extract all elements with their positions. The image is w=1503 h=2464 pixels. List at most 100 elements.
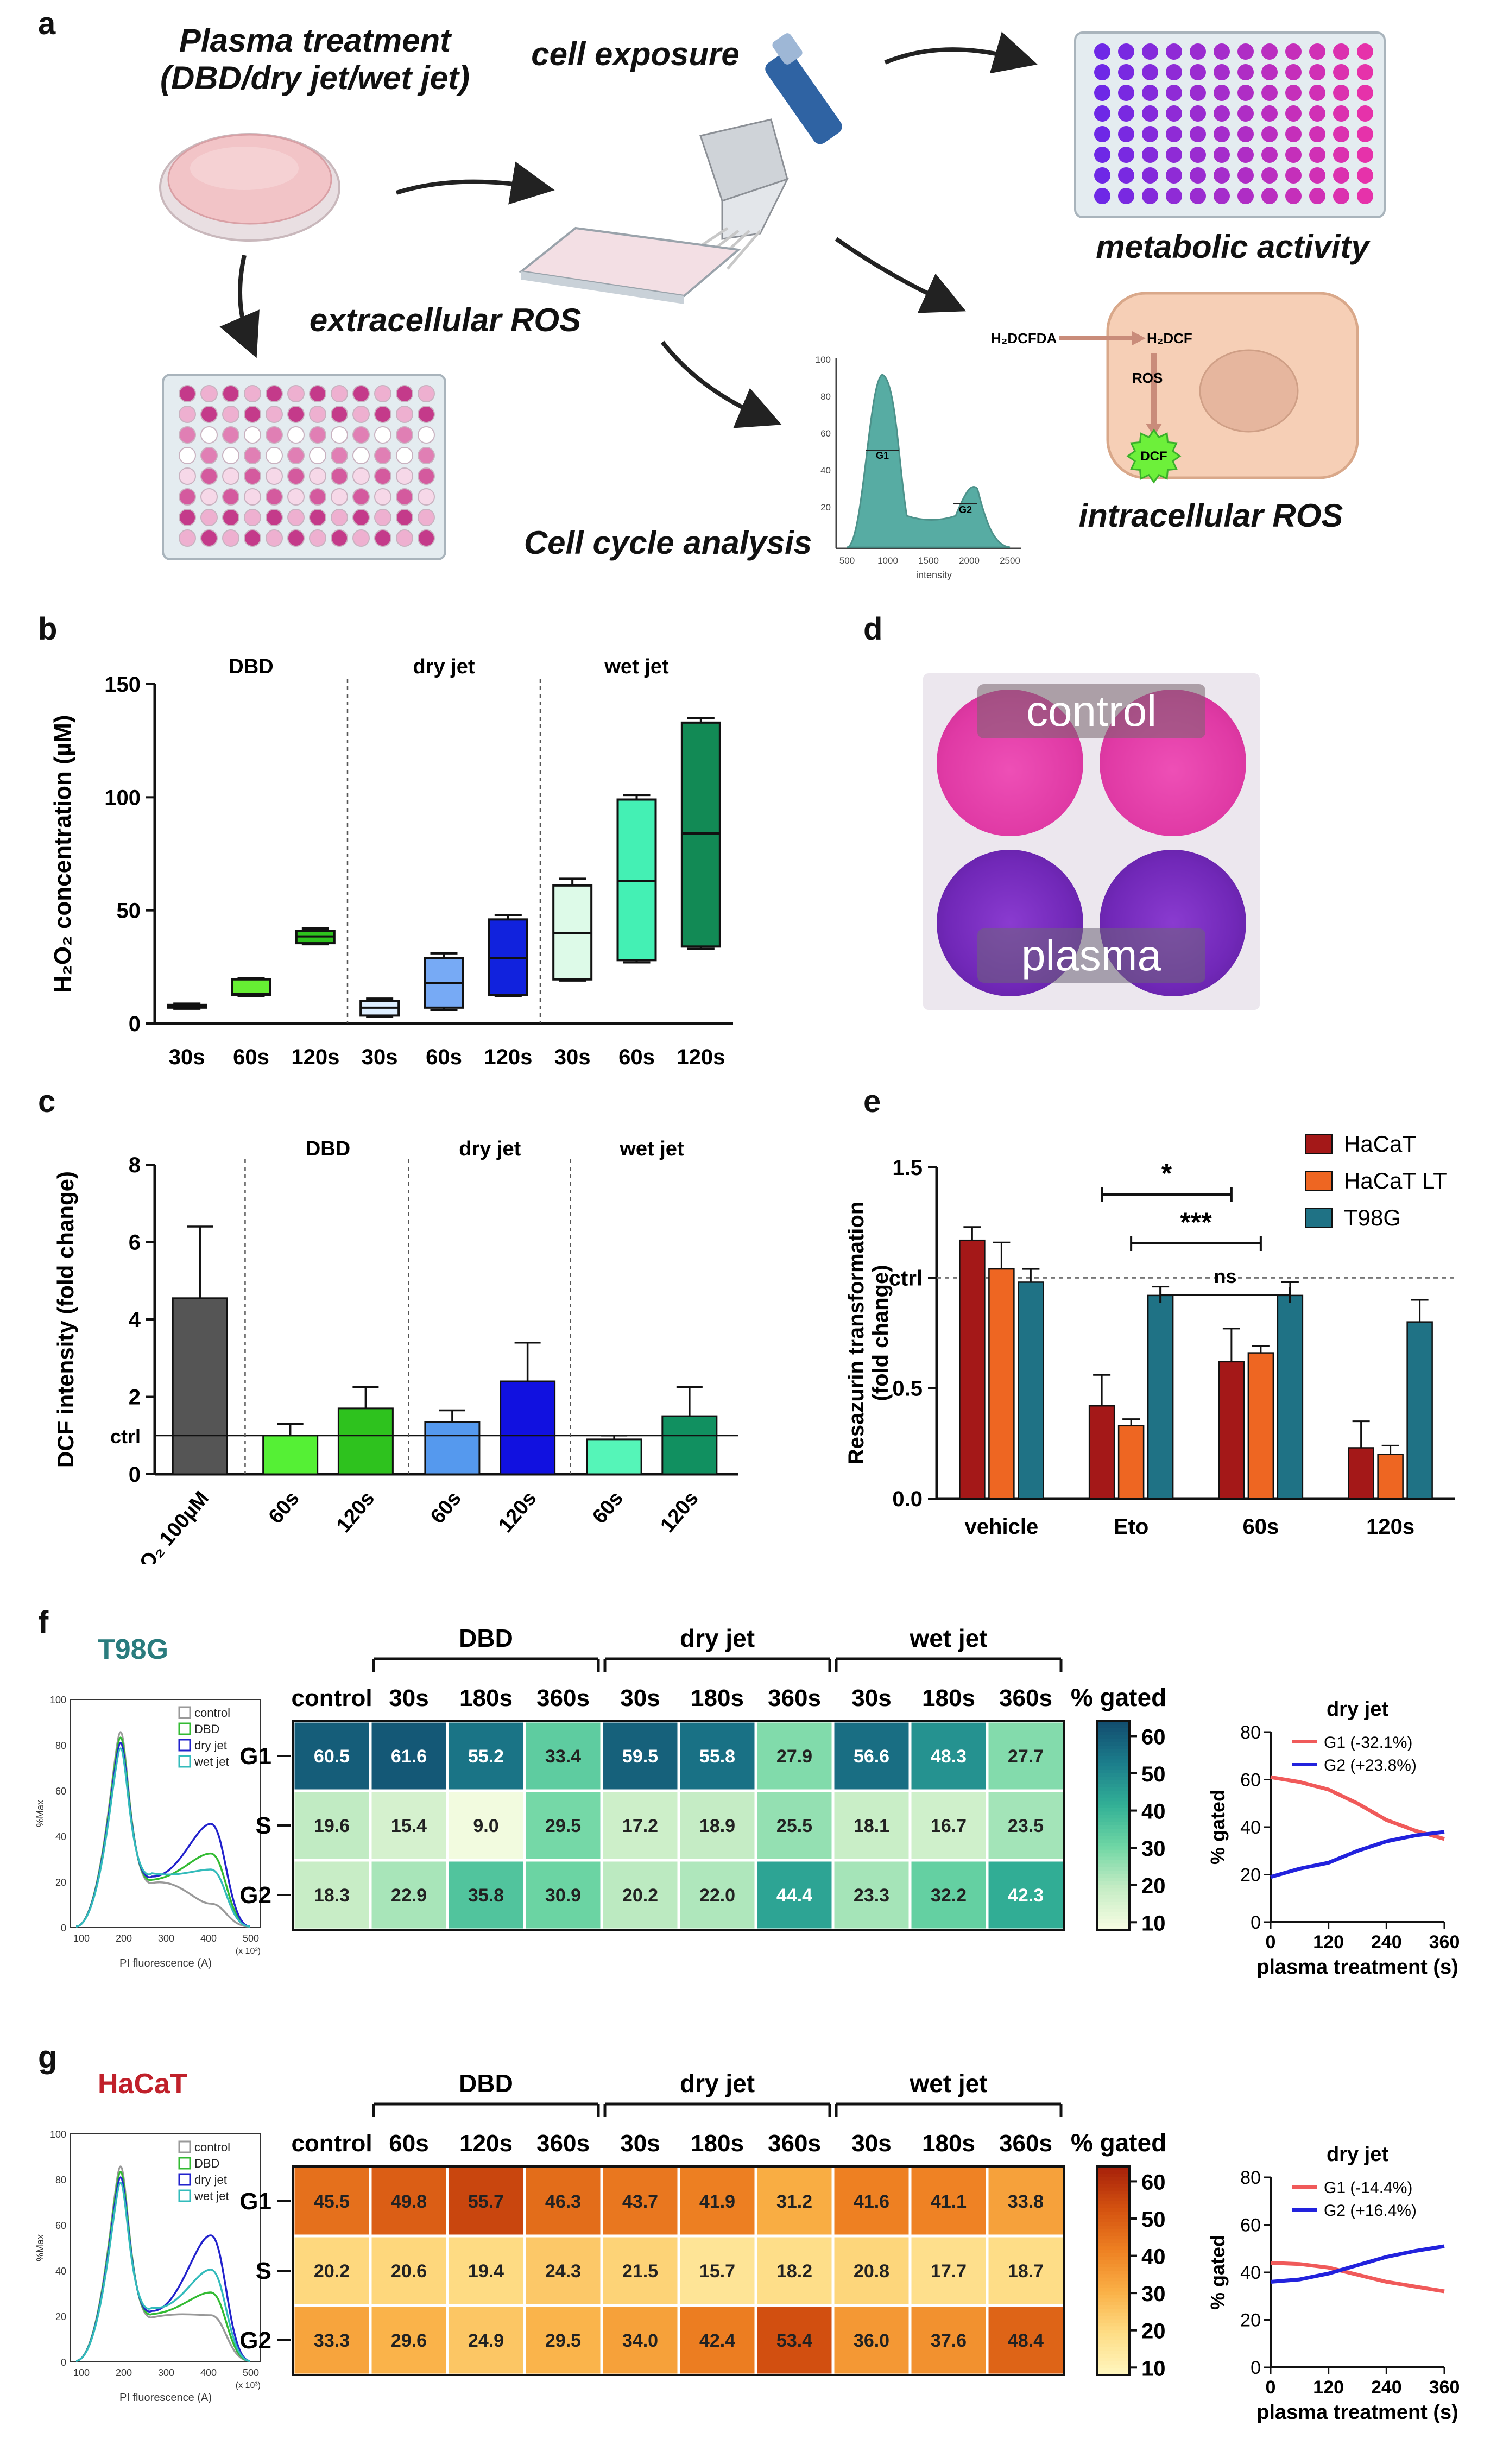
- heatmap-column-label: control: [291, 1685, 372, 1711]
- line-chart-title: dry jet: [1327, 1698, 1388, 1721]
- heatmap-cell-value: 55.2: [468, 1746, 504, 1767]
- heatmap-cell-value: 41.9: [699, 2191, 735, 2212]
- bar: [424, 1421, 481, 1475]
- bar-hacat-lt: [988, 1268, 1015, 1500]
- bar: [500, 1380, 556, 1475]
- metabolic-well: [1190, 85, 1206, 101]
- colorbar-segment: [1097, 1871, 1129, 1875]
- extracellular-well: [179, 406, 196, 423]
- colorbar-segment: [1097, 1916, 1129, 1920]
- metabolic-well: [1142, 85, 1158, 101]
- line-series-g2: [1270, 2244, 1445, 2284]
- heatmap-cell-value: 22.0: [699, 1885, 735, 1906]
- extracellular-well: [179, 426, 196, 444]
- metabolic-well: [1285, 64, 1302, 80]
- histogram-frame: [70, 1699, 261, 1928]
- metabolic-well: [1237, 188, 1254, 204]
- line-chart-y-tick-label: 0: [1251, 1912, 1261, 1933]
- heatmap-cell: [446, 1859, 526, 1931]
- x-tick-label: vehicle: [965, 1515, 1039, 1539]
- bar: [262, 1435, 319, 1475]
- bar-t98g: [1406, 1321, 1433, 1500]
- y-tick-label: 0: [129, 1012, 141, 1036]
- group-label: dry jet: [413, 655, 475, 678]
- metabolic-well: [1166, 147, 1182, 163]
- arrow-to-intracellular: [835, 237, 967, 313]
- histogram-curve: [75, 1747, 250, 1928]
- heatmap-column-label: 30s: [851, 1685, 891, 1711]
- colorbar-segment: [1097, 2222, 1129, 2226]
- arrow-to-cell-exposure: [395, 161, 555, 205]
- extracellular-well: [331, 467, 348, 485]
- bar: [337, 1407, 394, 1475]
- colorbar-segment: [1097, 2329, 1129, 2334]
- panel-b-chart: 0 50 100 150 H₂O₂ concentration (µM) 30s 60s 12…: [49, 655, 733, 1069]
- heatmap-column-label: 360s: [768, 1685, 821, 1711]
- heatmap-cell-value: 33.3: [314, 2330, 350, 2351]
- line-chart-x-tick-label: 120: [1313, 1932, 1344, 1953]
- heatmap-cell-value: 18.9: [699, 1816, 735, 1836]
- colorbar-segment: [1097, 1780, 1129, 1785]
- colorbar-segment: [1097, 2288, 1129, 2292]
- arrow-to-cell-cycle: [660, 340, 782, 428]
- y-tick-label: 2: [129, 1386, 141, 1410]
- legend-label: HaCaT: [1344, 1131, 1416, 1157]
- histogram-xlabel: intensity: [916, 570, 952, 580]
- extracellular-well: [287, 406, 305, 423]
- metabolic-well: [1237, 147, 1254, 163]
- colorbar-segment: [1097, 1856, 1129, 1861]
- colorbar-tick-label: 30: [1141, 2282, 1166, 2306]
- y-tick-label: 0.5: [892, 1377, 923, 1401]
- metabolic-well: [1214, 147, 1230, 163]
- metabolic-well: [1309, 167, 1325, 184]
- box: [680, 721, 721, 948]
- legend-swatch: [1305, 1134, 1333, 1154]
- heatmap-cell-value: 17.7: [931, 2261, 967, 2282]
- histogram-y-tick: 60: [820, 428, 831, 439]
- hist-y-tick: 100: [50, 1695, 66, 1705]
- hist-x-tick: 400: [200, 1933, 217, 1944]
- extracellular-well: [331, 509, 348, 526]
- extracellular-well: [222, 488, 239, 506]
- extracellular-well: [222, 447, 239, 464]
- heatmap-row-label: G1: [239, 1743, 271, 1770]
- heatmap-cell: [754, 2165, 835, 2238]
- colorbar-tick-label: 40: [1141, 1800, 1166, 1824]
- line-chart-y-tick-label: 40: [1240, 2263, 1261, 2283]
- metabolic-well: [1118, 105, 1134, 122]
- heatmap-cell-value: 55.8: [699, 1746, 735, 1767]
- metabolic-well: [1285, 105, 1302, 122]
- colorbar-segment: [1097, 1742, 1129, 1746]
- colorbar-segment: [1097, 1901, 1129, 1906]
- metabolic-well: [1118, 188, 1134, 204]
- x-tick-label: 120s: [494, 1487, 541, 1537]
- extracellular-well: [222, 385, 239, 402]
- extracellular-well: [396, 467, 413, 485]
- metabolic-well: [1357, 126, 1373, 142]
- bar: [172, 1297, 228, 1475]
- heatmap-cell-value: 43.7: [622, 2191, 658, 2212]
- hist-y-tick: 40: [55, 2266, 66, 2277]
- extracellular-well: [222, 406, 239, 423]
- heatmap-cell-value: 59.5: [622, 1746, 658, 1767]
- line-chart-x-tick-label: 120: [1313, 2377, 1344, 2398]
- colorbar-segment: [1097, 1735, 1129, 1739]
- metabolic-well: [1309, 188, 1325, 204]
- colorbar-segment: [1097, 1867, 1129, 1872]
- colorbar-segment: [1097, 2326, 1129, 2330]
- extracellular-well: [374, 488, 391, 506]
- metabolic-well: [1190, 43, 1206, 60]
- colorbar-segment: [1097, 2232, 1129, 2236]
- legend-swatch: [1305, 1171, 1333, 1191]
- metabolic-well: [1190, 105, 1206, 122]
- group-label: dry jet: [680, 1624, 755, 1652]
- heatmap-cell-value: 61.6: [391, 1746, 427, 1767]
- y-tick-label: ctrl: [889, 1266, 923, 1290]
- extracellular-well: [222, 426, 239, 444]
- panel-g-letter: g: [38, 2039, 58, 2075]
- extracellular-well: [222, 529, 239, 547]
- group-label: dry jet: [680, 2069, 755, 2097]
- hist-y-tick: 80: [55, 1740, 66, 1751]
- colorbar-segment: [1097, 1811, 1129, 1816]
